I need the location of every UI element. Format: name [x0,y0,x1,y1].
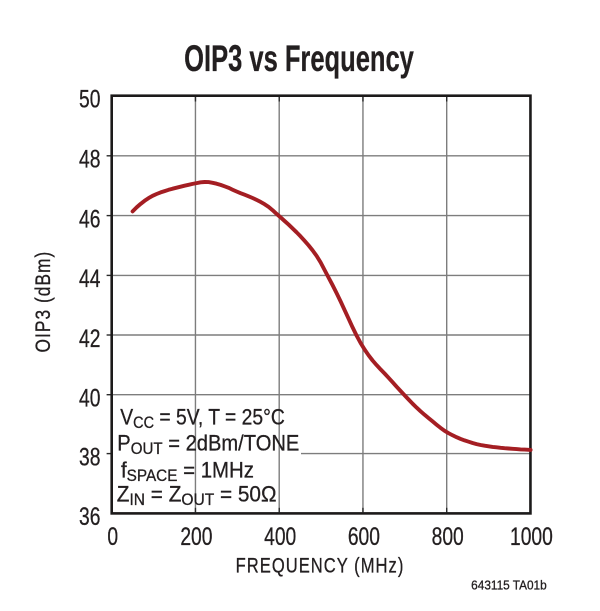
svg-text:36: 36 [79,503,100,531]
svg-text:ZIN = ZOUT = 50Ω: ZIN = ZOUT = 50Ω [117,482,277,509]
svg-text:FREQUENCY (MHz): FREQUENCY (MHz) [236,555,405,578]
svg-text:44: 44 [79,265,100,293]
svg-text:800: 800 [432,523,464,551]
svg-text:42: 42 [79,324,100,352]
svg-text:OIP3 (dBm): OIP3 (dBm) [33,251,56,353]
svg-text:46: 46 [79,205,100,233]
svg-text:0: 0 [107,523,118,551]
svg-text:200: 200 [180,523,212,551]
svg-text:VCC = 5V, T = 25°C: VCC = 5V, T = 25°C [120,405,285,432]
svg-text:fSPACE = 1MHz: fSPACE = 1MHz [121,459,254,485]
svg-text:643115 TA01b: 643115 TA01b [471,578,547,593]
svg-text:400: 400 [264,523,296,551]
svg-text:48: 48 [79,145,100,173]
svg-text:38: 38 [79,443,100,471]
svg-text:600: 600 [348,523,380,551]
svg-text:50: 50 [79,85,100,113]
svg-text:40: 40 [79,384,100,412]
svg-text:1000: 1000 [510,523,553,551]
svg-text:OIP3 vs Frequency: OIP3 vs Frequency [184,37,414,79]
